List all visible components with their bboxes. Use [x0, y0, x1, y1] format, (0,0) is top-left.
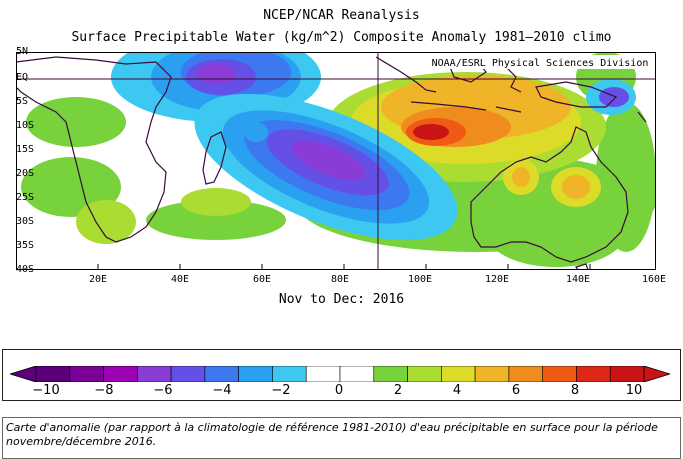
- coastlines: [16, 56, 647, 270]
- lon-label: 140E: [565, 274, 591, 285]
- lat-label: 30S: [16, 216, 35, 227]
- title-line-1: NCEP/NCAR Reanalysis: [263, 8, 420, 23]
- lon-label: 20E: [88, 274, 108, 285]
- lon-label: 100E: [407, 274, 433, 285]
- colorbar-label: −8: [94, 383, 114, 398]
- colorbar-swatch: [441, 366, 476, 382]
- colorbar-label: 0: [334, 383, 344, 398]
- colorbar-frame: [2, 349, 681, 401]
- colorbar-label: −10: [32, 383, 60, 398]
- anomaly-map: NOAA/ESRL Physical Sciences Division: [16, 52, 656, 270]
- colorbar-swatch: [609, 366, 645, 382]
- colorbar-swatch: [576, 366, 611, 382]
- colorbar-swatch: [238, 366, 273, 382]
- lon-label: 160E: [641, 274, 667, 285]
- credit-label: NOAA/ESRL Physical Sciences Division: [432, 58, 649, 69]
- title-line-2: Surface Precipitable Water (kg/m^2) Comp…: [71, 30, 612, 45]
- colorbar-label: 4: [452, 383, 462, 398]
- colorbar-label: 8: [570, 383, 580, 398]
- tick-marks: [97, 264, 591, 270]
- colorbar-label: 10: [625, 383, 643, 398]
- colorbar-swatch: [407, 366, 442, 382]
- colorbar-label: 6: [511, 383, 521, 398]
- colorbar-label: −2: [271, 383, 291, 398]
- lat-label: 5N: [16, 46, 29, 57]
- lon-label: 60E: [252, 274, 272, 285]
- anomaly-shading: [21, 52, 656, 267]
- colorbar: [10, 366, 670, 382]
- colorbar-label: −6: [153, 383, 173, 398]
- lat-label: 35S: [16, 240, 35, 251]
- colorbar-arrow-left: [10, 366, 37, 382]
- colorbar-label: −4: [212, 383, 232, 398]
- lat-label: EQ: [16, 72, 29, 83]
- colorbar-swatch: [137, 366, 172, 382]
- colorbar-swatch: [373, 366, 408, 382]
- period-label: Nov to Dec: 2016: [278, 292, 405, 307]
- lat-label: 25S: [16, 192, 35, 203]
- colorbar-swatch: [305, 366, 341, 382]
- colorbar-swatch: [272, 366, 307, 382]
- lon-label: 40E: [170, 274, 190, 285]
- lat-label: 10S: [16, 120, 35, 131]
- lat-label: 5S: [16, 96, 29, 107]
- lat-label: 15S: [16, 144, 35, 155]
- colorbar-swatch: [170, 366, 206, 382]
- caption: Carte d'anomalie (par rapport à la clima…: [6, 421, 658, 448]
- colorbar-arrow-right: [643, 366, 670, 382]
- colorbar-swatch: [474, 366, 510, 382]
- colorbar-swatch: [69, 366, 104, 382]
- colorbar-swatch: [542, 366, 577, 382]
- lat-label: 40S: [16, 264, 35, 275]
- lon-label: 120E: [484, 274, 510, 285]
- colorbar-swatch: [103, 366, 138, 382]
- lon-label: 80E: [330, 274, 350, 285]
- colorbar-swatch: [508, 366, 543, 382]
- colorbar-label: 2: [393, 383, 403, 398]
- lat-label: 20S: [16, 168, 35, 179]
- colorbar-swatch: [35, 366, 71, 382]
- colorbar-swatch: [204, 366, 239, 382]
- colorbar-swatch: [339, 366, 375, 382]
